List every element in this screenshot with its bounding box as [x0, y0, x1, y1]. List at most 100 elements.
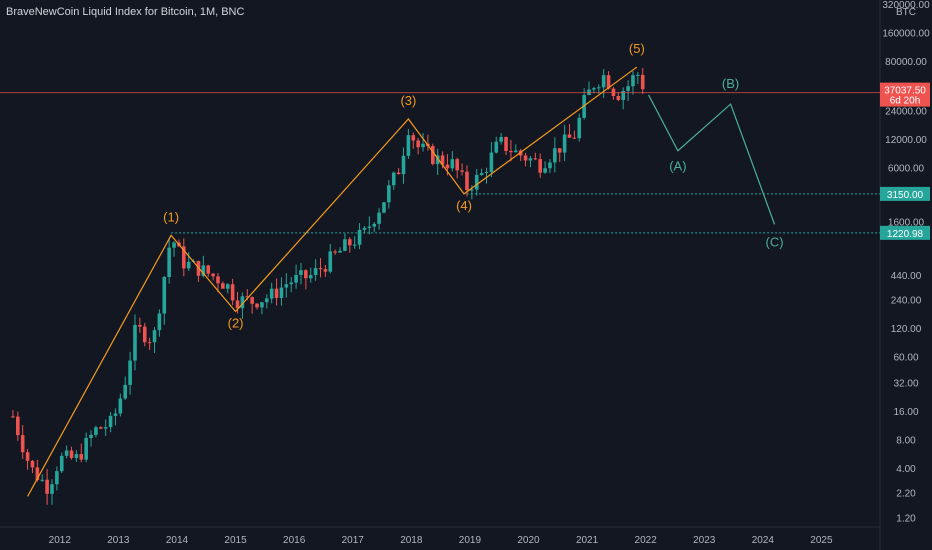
candle [596, 87, 601, 89]
candle [99, 427, 103, 429]
candle [162, 277, 167, 314]
y-tick-label: 4.00 [896, 464, 916, 475]
candle [465, 171, 469, 191]
candle [343, 239, 347, 251]
candle [94, 427, 98, 435]
x-tick-label: 2015 [224, 535, 247, 546]
candle [553, 148, 557, 163]
candle [30, 460, 35, 468]
x-tick-label: 2013 [107, 535, 130, 546]
x-tick-label: 2019 [459, 535, 482, 546]
y-tick-label: 1600.00 [888, 218, 925, 229]
candle [74, 454, 79, 458]
candle [357, 229, 362, 245]
chart-title: BraveNewCoin Liquid Index for Bitcoin, 1… [6, 6, 245, 18]
candle [636, 74, 640, 76]
x-tick-label: 2025 [810, 535, 833, 546]
candle [577, 117, 582, 139]
candle [333, 251, 337, 253]
candle [421, 143, 425, 148]
y-tick-label: 1.20 [896, 513, 916, 524]
candle [640, 74, 645, 90]
candle [225, 284, 230, 289]
candle [216, 276, 220, 284]
candle [509, 150, 513, 153]
candle [450, 159, 455, 169]
impulse-wave-line [27, 66, 638, 497]
x-tick-label: 2014 [166, 535, 189, 546]
candle [308, 275, 313, 279]
candle [567, 134, 572, 138]
candle [377, 212, 381, 224]
candle [416, 140, 420, 148]
candle [396, 172, 401, 175]
candle [186, 261, 191, 269]
x-tick-label: 2012 [49, 535, 72, 546]
x-tick-label: 2018 [400, 535, 423, 546]
candle [147, 342, 152, 344]
x-tick-label: 2016 [283, 535, 306, 546]
candle [221, 283, 225, 289]
time-axis[interactable]: 2012 2013 2014 2015 2016 2017 2018 2019 2020 2021… [49, 535, 833, 546]
x-tick-label: 2017 [342, 535, 365, 546]
candle [616, 95, 621, 100]
candle [103, 427, 108, 429]
candle [601, 75, 606, 88]
candle [367, 226, 372, 228]
candle [391, 172, 396, 186]
candle [484, 172, 489, 174]
x-tick-label: 2023 [693, 535, 716, 546]
candle [118, 398, 123, 414]
y-tick-label: 12000.00 [885, 135, 927, 146]
candle [352, 244, 357, 246]
candle [206, 265, 211, 274]
wave-label-impulse: (3) [400, 93, 416, 108]
level-tag [880, 186, 930, 201]
candle [89, 434, 93, 438]
x-tick-label: 2022 [635, 535, 658, 546]
candle [45, 479, 49, 494]
candle [255, 303, 259, 308]
wave-label-correction: (A) [669, 159, 686, 174]
candle [245, 296, 250, 298]
candle [606, 75, 611, 89]
candle [69, 450, 74, 458]
level-tag-value: 1220.98 [887, 229, 924, 240]
candle [230, 284, 235, 301]
candle [548, 162, 552, 169]
candle [182, 246, 186, 269]
candle [489, 152, 494, 173]
candle [401, 155, 406, 175]
wave-label-correction: (C) [766, 234, 784, 249]
candle [113, 413, 118, 416]
candle [123, 384, 128, 399]
candle [338, 250, 342, 253]
candle [323, 269, 328, 272]
candle [621, 90, 625, 100]
candle [16, 416, 20, 436]
candle [460, 170, 464, 172]
candle [411, 135, 416, 141]
y-tick-label: 32.00 [893, 378, 918, 389]
y-tick-label: 16.00 [893, 407, 918, 418]
current-price-countdown: 6d 20h [890, 96, 921, 107]
candle [455, 159, 460, 171]
y-tick-label: 120.00 [891, 324, 922, 335]
correction-wave-line [648, 94, 776, 225]
candle [59, 455, 64, 472]
price-axis[interactable]: BTC 320000.00 160000.00 80000.00 24000.00 12… [882, 0, 930, 524]
candle [435, 155, 440, 164]
candle [382, 202, 386, 213]
candle [499, 137, 503, 142]
candle [274, 288, 279, 299]
candle [592, 88, 596, 90]
wave-labels: (1) (2) (3) (4) (5) (A) (B) (C) [163, 41, 783, 330]
wave-label-impulse: (4) [456, 198, 472, 213]
candle [562, 134, 567, 153]
candle [84, 437, 88, 460]
candle [157, 313, 162, 331]
candle [533, 158, 538, 160]
candle [240, 296, 245, 309]
